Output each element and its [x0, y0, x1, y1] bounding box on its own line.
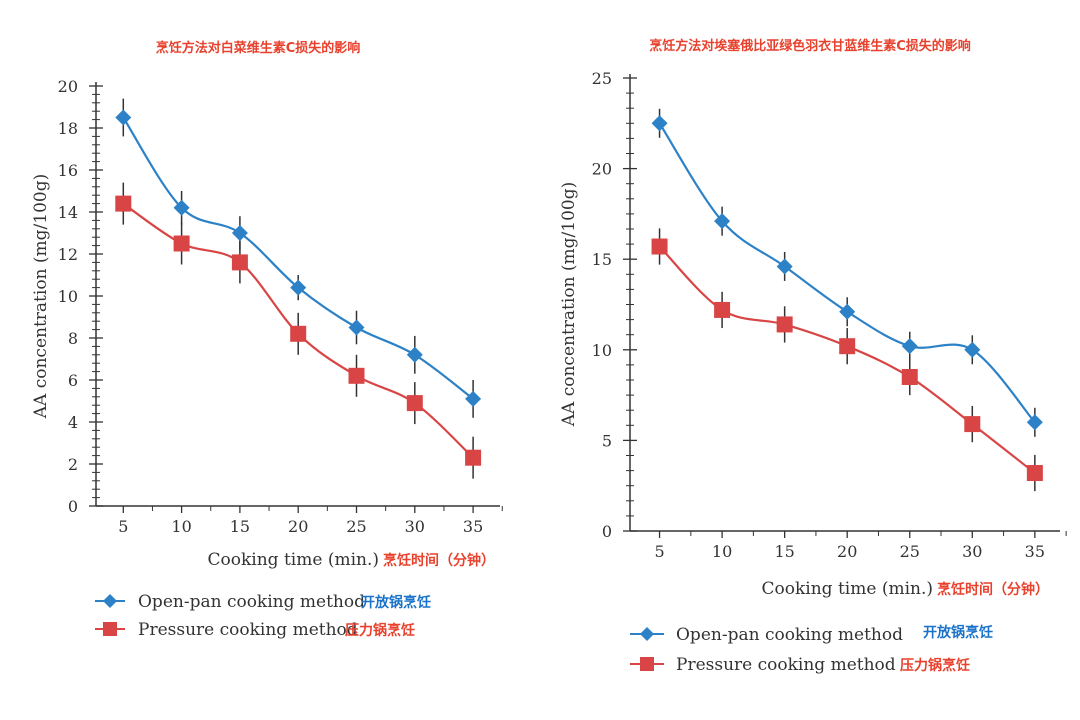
y-tick-label: 25: [592, 69, 612, 88]
data-point-square: [714, 301, 731, 318]
chart-ethiopian-kale: 烹饪方法对埃塞俄比亚绿色羽衣甘蓝维生素C损失的影响 0 5 10 15 20 25 5 10 1…: [559, 38, 1067, 675]
y-tick-label: 20: [592, 160, 612, 179]
chart-cabbage: 烹饪方法对白菜维生素C损失的影响 0 2 4 6 8 10 12 14 16 18 20 5 10 15 2…: [31, 40, 503, 640]
series-line: [658, 122, 1036, 424]
data-point-square: [964, 416, 981, 433]
series-open-pan: [651, 108, 1043, 437]
data-point-diamond: [714, 213, 731, 230]
data-point-diamond: [964, 341, 981, 358]
data-point-diamond: [651, 115, 668, 132]
square-marker-icon: [640, 657, 654, 671]
data-point-diamond: [839, 303, 856, 320]
x-tick-label: 30: [405, 517, 425, 536]
y-axis-label: AA concentration (mg/100g): [31, 174, 51, 419]
legend-item-pressure: Pressure cooking method 压力锅烹饪: [630, 655, 970, 675]
x-axis-label: Cooking time (min.): [762, 579, 933, 599]
legend-item-open-pan: Open-pan cooking method 开放锅烹饪: [95, 592, 431, 612]
data-point-diamond: [115, 109, 132, 126]
y-tick-label: 0: [68, 497, 78, 516]
x-tick-label: 25: [346, 517, 366, 536]
data-point-square: [1026, 465, 1043, 482]
x-tick-label: 5: [118, 517, 128, 536]
legend: Open-pan cooking method 开放锅烹饪 Pressure c…: [630, 624, 993, 675]
data-point-square: [173, 235, 190, 252]
series-pressure: [651, 228, 1043, 492]
data-point-square: [776, 316, 793, 333]
series-open-pan: [115, 98, 482, 418]
data-point-square: [901, 368, 918, 385]
legend-label: Open-pan cooking method: [138, 592, 365, 612]
x-axis-label: Cooking time (min.): [208, 550, 379, 570]
x-tick-label: 15: [774, 542, 794, 561]
data-point-diamond: [776, 258, 793, 275]
y-axis-label: AA concentration (mg/100g): [559, 182, 579, 427]
x-tick-label: 10: [712, 542, 732, 561]
data-point-diamond: [173, 199, 190, 216]
legend-item-pressure: Pressure cooking method 压力锅烹饪: [95, 620, 415, 640]
diamond-marker-icon: [103, 594, 117, 608]
legend-label-cn: 开放锅烹饪: [361, 594, 431, 611]
data-point-square: [348, 367, 365, 384]
y-tick-label: 18: [58, 119, 78, 138]
data-point-square: [115, 195, 132, 212]
x-tick-label: 10: [171, 517, 191, 536]
y-tick-label: 10: [592, 341, 612, 360]
x-axis-label-cn: 烹饪时间（分钟）: [937, 581, 1049, 598]
data-point-square: [406, 395, 423, 412]
data-point-diamond: [465, 390, 482, 407]
data-point-diamond: [901, 338, 918, 355]
y-tick-label: 15: [592, 250, 612, 269]
y-tick-label: 14: [58, 203, 78, 222]
x-tick-label: 25: [900, 542, 920, 561]
x-tick-label: 35: [1025, 542, 1045, 561]
y-tick-label: 20: [58, 77, 78, 96]
legend-label: Pressure cooking method: [138, 620, 358, 640]
y-tick-label: 10: [58, 287, 78, 306]
y-tick-label: 6: [68, 371, 78, 390]
x-tick-label: 5: [654, 542, 664, 561]
square-marker-icon: [103, 622, 117, 636]
x-tick-label: 20: [837, 542, 857, 561]
data-point-square: [839, 338, 856, 355]
data-point-square: [651, 238, 668, 255]
plot-area: 0 5 10 15 20 25 5 10 15 20 25 30 35: [592, 69, 1067, 561]
data-point-diamond: [348, 319, 365, 336]
diamond-marker-icon: [640, 627, 654, 641]
legend-label-cn: 压力锅烹饪: [900, 657, 970, 674]
y-tick-label: 12: [58, 245, 78, 264]
y-tick-label: 16: [58, 161, 78, 180]
data-point-diamond: [406, 346, 423, 363]
y-tick-label: 2: [68, 455, 78, 474]
data-point-square: [465, 449, 482, 466]
chart-title: 烹饪方法对白菜维生素C损失的影响: [156, 40, 361, 56]
x-tick-label: 35: [463, 517, 483, 536]
legend: Open-pan cooking method 开放锅烹饪 Pressure c…: [95, 592, 431, 640]
data-point-square: [231, 254, 248, 271]
data-point-diamond: [1026, 414, 1043, 431]
series-pressure: [115, 182, 482, 479]
legend-label: Pressure cooking method: [676, 655, 896, 675]
y-tick-label: 0: [602, 522, 612, 541]
data-point-diamond: [290, 279, 307, 296]
legend-label: Open-pan cooking method: [676, 625, 903, 645]
plot-area: 0 2 4 6 8 10 12 14 16 18 20 5 10 15 20 25 30 35: [58, 77, 503, 536]
chart-title: 烹饪方法对埃塞俄比亚绿色羽衣甘蓝维生素C损失的影响: [649, 38, 971, 54]
legend-label-cn: 开放锅烹饪: [923, 624, 993, 641]
x-tick-label: 15: [230, 517, 250, 536]
y-tick-label: 4: [68, 413, 78, 432]
data-point-diamond: [231, 225, 248, 241]
legend-item-open-pan: Open-pan cooking method 开放锅烹饪: [630, 624, 993, 645]
x-tick-label: 20: [288, 517, 308, 536]
x-axis-label-cn: 烹饪时间（分钟）: [383, 552, 495, 569]
x-tick-label: 30: [962, 542, 982, 561]
y-tick-label: 8: [68, 329, 78, 348]
y-tick-label: 5: [602, 431, 612, 450]
data-point-square: [290, 325, 307, 342]
legend-label-cn: 压力锅烹饪: [345, 622, 415, 639]
